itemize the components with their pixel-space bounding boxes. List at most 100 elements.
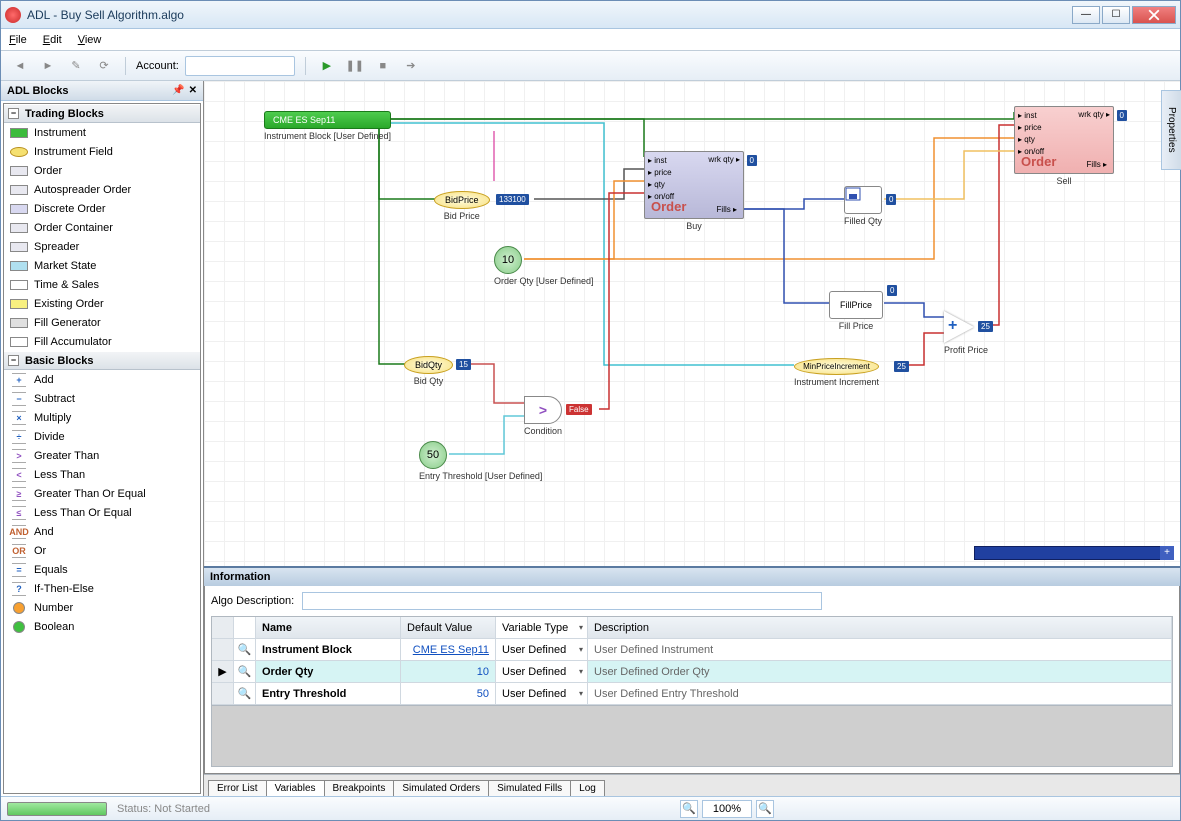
block-label: Discrete Order [34,203,106,215]
node-caption: Sell [1014,176,1114,186]
block-icon [8,145,30,159]
step-button[interactable]: ➔ [400,55,422,77]
block-item[interactable]: Market State [4,256,200,275]
sidebar-title: ADL Blocks [7,85,69,97]
block-label: Less Than Or Equal [34,507,132,519]
profitprice-node[interactable]: 25Profit Price [944,311,988,355]
edit-icon[interactable]: ✎ [65,55,87,77]
block-item[interactable]: <Less Than [4,465,200,484]
bidqty-node[interactable]: BidQty15Bid Qty [404,356,453,386]
block-label: Autospreader Order [34,184,131,196]
minimize-button[interactable]: — [1072,6,1100,24]
block-item[interactable]: Instrument Field [4,142,200,161]
menu-view[interactable]: View [78,34,102,46]
zoom-in-button[interactable]: 🔍 [756,800,774,818]
block-item[interactable]: ≥Greater Than Or Equal [4,484,200,503]
block-item[interactable]: Fill Accumulator [4,332,200,351]
block-icon: ≤ [8,506,30,520]
block-item[interactable]: OROr [4,541,200,560]
close-button[interactable] [1132,6,1176,24]
node-caption: Instrument Increment [794,377,879,387]
block-item[interactable]: −Subtract [4,389,200,408]
minimap-expand-icon[interactable]: + [1160,546,1174,560]
stop-button[interactable]: ■ [372,55,394,77]
block-item[interactable]: Number [4,598,200,617]
block-label: Order Container [34,222,113,234]
block-item[interactable]: Order Container [4,218,200,237]
properties-tab[interactable]: Properties [1161,90,1180,170]
algo-desc-input[interactable] [302,592,822,610]
maximize-button[interactable]: ☐ [1102,6,1130,24]
info-tab-error-list[interactable]: Error List [208,780,267,796]
zoom-out-button[interactable]: 🔍 [680,800,698,818]
block-icon [8,601,30,615]
table-row[interactable]: 🔍Instrument BlockCME ES Sep11User Define… [212,639,1172,661]
block-item[interactable]: >Greater Than [4,446,200,465]
order-sell-node[interactable]: ▸ inst▸ price▸ qty▸ on/offwrk qty ▸0Orde… [1014,106,1114,186]
block-item[interactable]: ANDAnd [4,522,200,541]
info-panel: Information Algo Description: NameDefaul… [204,566,1180,796]
block-item[interactable]: × Multiply [4,408,200,427]
block-icon: < [8,468,30,482]
block-item[interactable]: Order [4,161,200,180]
orderqty-node[interactable]: 10Order Qty [User Defined] [494,246,594,286]
block-item[interactable]: ?If-Then-Else [4,579,200,598]
minpriceinc-node[interactable]: MinPriceIncrement25Instrument Increment [794,358,879,387]
entrythresh-node[interactable]: 50Entry Threshold [User Defined] [419,441,542,481]
sidebar-close-icon[interactable]: ✕ [189,85,197,96]
table-filler [211,706,1173,767]
block-icon [8,620,30,634]
block-item[interactable]: Discrete Order [4,199,200,218]
fillprice-node[interactable]: FillPrice0Fill Price [829,291,883,331]
condition-node[interactable]: >FalseCondition [524,396,562,436]
collapse-icon[interactable]: − [8,355,19,366]
info-tab-simulated-fills[interactable]: Simulated Fills [488,780,571,796]
info-tab-variables[interactable]: Variables [266,780,325,796]
group-trading-header[interactable]: − Trading Blocks [4,104,200,123]
block-item[interactable]: Boolean [4,617,200,636]
order-buy-node[interactable]: ▸ inst▸ price▸ qty▸ on/offwrk qty ▸0Orde… [644,151,744,231]
instrument-node[interactable]: CME ES Sep11Instrument Block [User Defin… [264,111,391,141]
pause-button[interactable]: ❚❚ [344,55,366,77]
menu-file[interactable]: File [9,34,27,46]
node-caption: Instrument Block [User Defined] [264,131,391,141]
block-label: Existing Order [34,298,104,310]
collapse-icon[interactable]: − [8,108,19,119]
canvas-area: CME ES Sep11Instrument Block [User Defin… [204,81,1180,796]
canvas[interactable]: CME ES Sep11Instrument Block [User Defin… [204,81,1180,566]
nav-back-button[interactable]: ◄ [9,55,31,77]
block-item[interactable]: Existing Order [4,294,200,313]
block-item[interactable]: Fill Generator [4,313,200,332]
refresh-button[interactable]: ⟳ [93,55,115,77]
block-label: Multiply [34,412,71,424]
block-icon: × [8,411,30,425]
menu-edit[interactable]: Edit [43,34,62,46]
info-tab-log[interactable]: Log [570,780,605,796]
sidebar-body[interactable]: − Trading Blocks InstrumentInstrument Fi… [3,103,201,794]
progress-bar [7,802,107,816]
bidprice-node[interactable]: BidPrice133100Bid Price [434,191,490,221]
block-icon [8,335,30,349]
table-row[interactable]: 🔍Entry Threshold50User DefinedUser Defin… [212,683,1172,705]
play-button[interactable]: ▶ [316,55,338,77]
info-tab-simulated-orders[interactable]: Simulated Orders [393,780,489,796]
block-item[interactable]: Time & Sales [4,275,200,294]
block-item[interactable]: Spreader [4,237,200,256]
node-caption: Profit Price [944,345,988,355]
nav-forward-button[interactable]: ► [37,55,59,77]
block-item[interactable]: ≤ Less Than Or Equal [4,503,200,522]
block-item[interactable]: Autospreader Order [4,180,200,199]
block-item[interactable]: Instrument [4,123,200,142]
block-item[interactable]: +Add [4,370,200,389]
block-item[interactable]: =Equals [4,560,200,579]
filledqty-node[interactable]: 0Filled Qty [844,186,882,226]
toolbar: ◄ ► ✎ ⟳ Account: ▶ ❚❚ ■ ➔ [1,51,1180,81]
block-item[interactable]: ÷Divide [4,427,200,446]
group-basic-header[interactable]: − Basic Blocks [4,351,200,370]
minimap[interactable]: + [974,546,1174,560]
pin-icon[interactable]: 📌 [172,85,184,96]
block-label: Greater Than Or Equal [34,488,146,500]
account-combo[interactable] [185,56,295,76]
info-tab-breakpoints[interactable]: Breakpoints [324,780,395,796]
table-row[interactable]: ▶🔍Order Qty10User DefinedUser Defined Or… [212,661,1172,683]
